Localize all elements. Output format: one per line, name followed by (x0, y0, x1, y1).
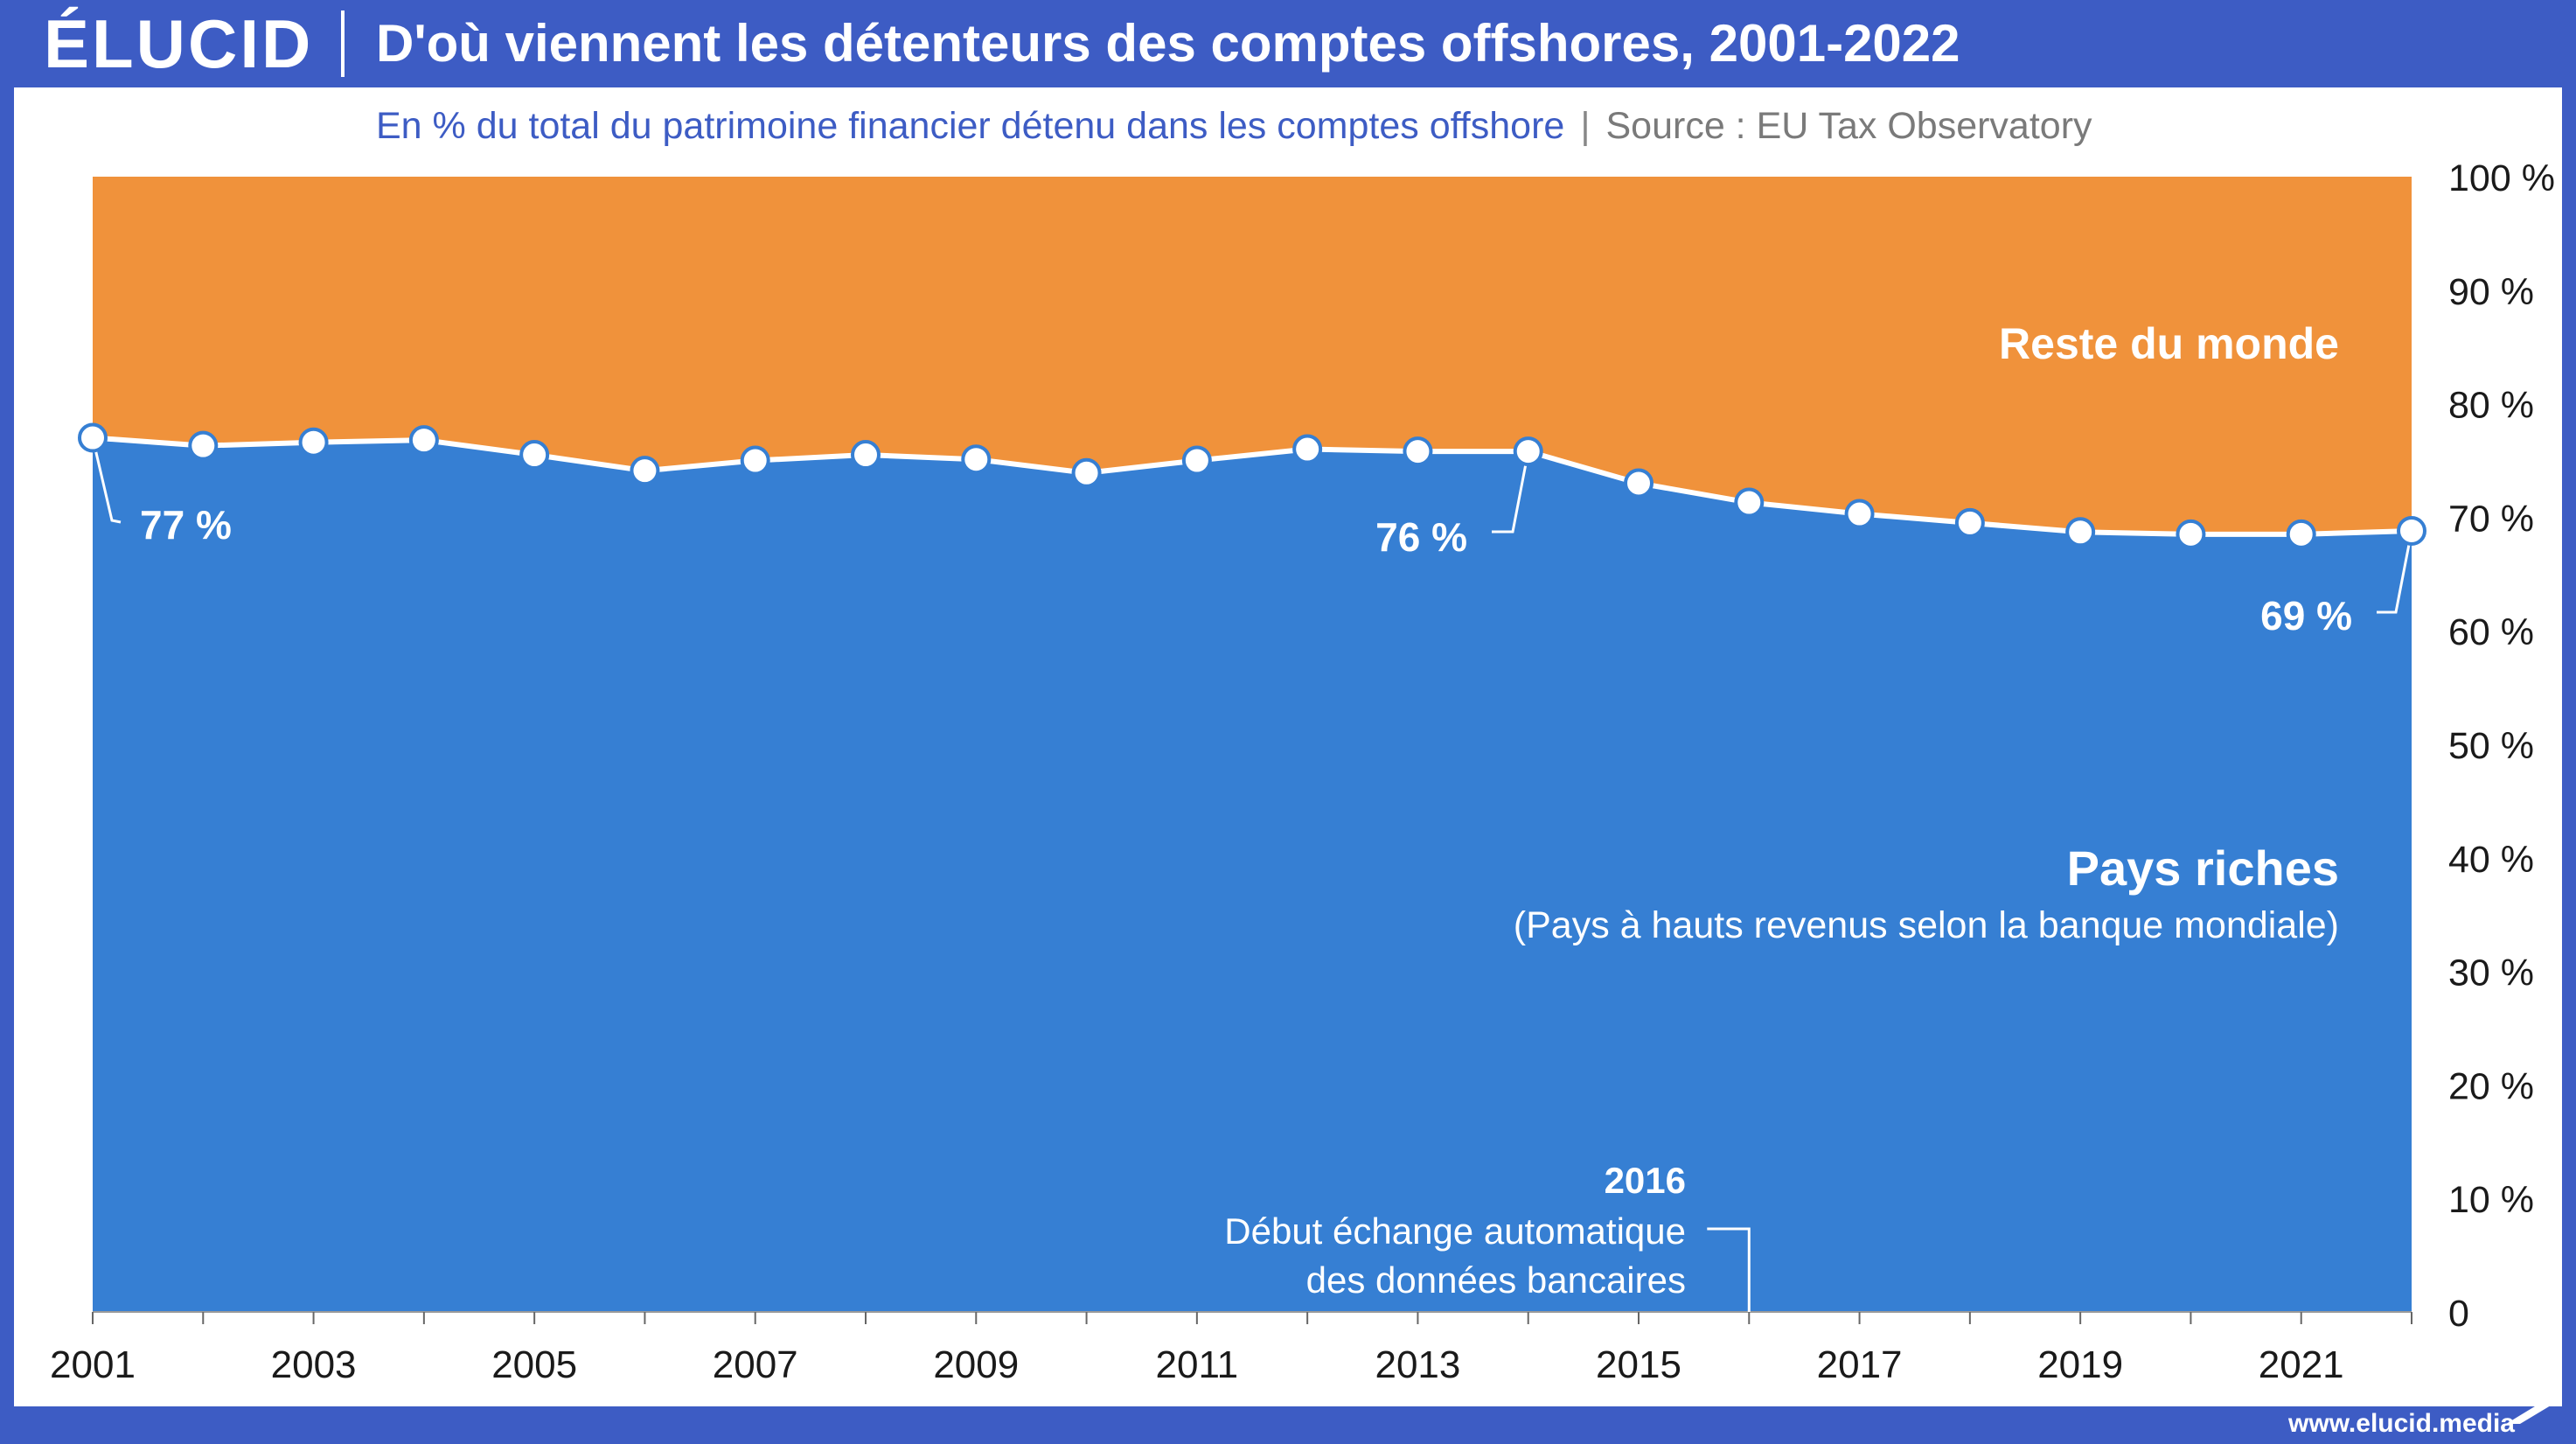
x-tick-label: 2003 (271, 1343, 357, 1386)
subtitle-text: En % du total du patrimoine financier dé… (376, 105, 1565, 147)
x-axis-ticks: 2001 2003 2005 2007 2009 2011 2013 2015 2017 2019… (50, 1312, 2412, 1386)
y-tick-label: 20 % (2448, 1065, 2534, 1107)
y-tick-label: 10 % (2448, 1179, 2534, 1221)
footer-url[interactable]: www.elucid.media (2288, 1409, 2515, 1438)
data-point[interactable] (740, 445, 770, 476)
logo-divider (341, 10, 345, 77)
x-tick-label: 2021 (2259, 1343, 2344, 1386)
data-point[interactable] (1734, 487, 1765, 518)
label-pays-riches-note: (Pays à hauts revenus selon la banque mo… (1514, 904, 2339, 946)
elucid-footer-icon (2506, 1394, 2555, 1424)
data-point[interactable] (2176, 519, 2206, 549)
data-point[interactable] (78, 422, 108, 453)
annotation-layer: 2016 Début échange automatique des données… (1224, 1160, 1751, 1312)
data-point[interactable] (298, 427, 329, 457)
x-tick-label: 2019 (2037, 1343, 2123, 1386)
annotation-line-1: Début échange automatique (1224, 1210, 1686, 1252)
data-point[interactable] (1292, 434, 1323, 464)
label-pays-riches: Pays riches (2067, 841, 2339, 896)
data-points: 77 % 76 % 69 % (78, 422, 2426, 638)
annotation-year: 2016 (1605, 1160, 1686, 1201)
point-label: 76 % (1375, 514, 1467, 560)
chart-title: D'où viennent les détenteurs des comptes… (376, 14, 1960, 73)
source-text: Source : EU Tax Observatory (1605, 105, 2092, 147)
x-tick-label: 2017 (1817, 1343, 1903, 1386)
elucid-logo[interactable]: ÉLUCID (44, 5, 314, 82)
y-tick-label: 0 (2448, 1293, 2469, 1335)
y-tick-label: 90 % (2448, 271, 2534, 313)
annotation-line-2: des données bancaires (1306, 1259, 1686, 1301)
x-tick-label: 2015 (1596, 1343, 1681, 1386)
point-label: 69 % (2260, 593, 2352, 638)
x-tick-label: 2007 (713, 1343, 798, 1386)
area-pays-riches (93, 437, 2412, 1312)
data-point[interactable] (961, 444, 992, 475)
x-tick-label: 2013 (1375, 1343, 1460, 1386)
y-tick-label: 60 % (2448, 611, 2534, 653)
data-point[interactable] (1624, 468, 1654, 499)
label-reste-du-monde: Reste du monde (1999, 319, 2339, 368)
point-label-leader (1492, 450, 1530, 534)
x-tick-label: 2011 (1156, 1343, 1239, 1386)
data-point[interactable] (1181, 445, 1212, 476)
point-label-leader (91, 437, 122, 524)
annotation-leader (1707, 1227, 1751, 1312)
x-tick-label: 2009 (933, 1343, 1019, 1386)
point-label-leader (2377, 530, 2413, 614)
x-tick-label: 2001 (50, 1343, 136, 1386)
data-point[interactable] (851, 440, 881, 471)
data-point[interactable] (1954, 507, 1985, 538)
data-point[interactable] (2397, 515, 2426, 546)
x-tick-label: 2005 (491, 1343, 577, 1386)
data-point[interactable] (408, 425, 439, 456)
series-labels: Reste du monde Pays riches (Pays à hauts… (1514, 319, 2339, 946)
subtitle-separator: | (1580, 105, 1591, 147)
point-label: 77 % (140, 502, 232, 548)
header-bar: ÉLUCID D'où viennent les détenteurs des … (0, 0, 2576, 87)
data-point[interactable] (1071, 457, 1102, 488)
y-tick-label: 40 % (2448, 839, 2534, 881)
data-point[interactable] (1403, 436, 1433, 467)
series-line-pays-riches (92, 435, 2412, 537)
y-axis-ticks: 0 10 % 20 % 30 % 40 % 50 % 60 % 70 % 80 % 90 % 100… (2448, 157, 2555, 1335)
data-point[interactable] (519, 440, 550, 471)
data-point[interactable] (1513, 436, 1543, 467)
data-point[interactable] (630, 456, 660, 486)
chart-subtitle: En % du total du patrimoine financier dé… (376, 98, 2092, 154)
data-point[interactable] (1844, 499, 1875, 529)
y-tick-label: 30 % (2448, 952, 2534, 994)
y-tick-label: 70 % (2448, 498, 2534, 540)
y-tick-label: 80 % (2448, 385, 2534, 427)
data-point[interactable] (2286, 519, 2316, 549)
data-point[interactable] (2065, 517, 2096, 548)
y-tick-label: 50 % (2448, 725, 2534, 767)
y-tick-label: 100 % (2448, 157, 2555, 199)
data-point[interactable] (188, 430, 219, 461)
